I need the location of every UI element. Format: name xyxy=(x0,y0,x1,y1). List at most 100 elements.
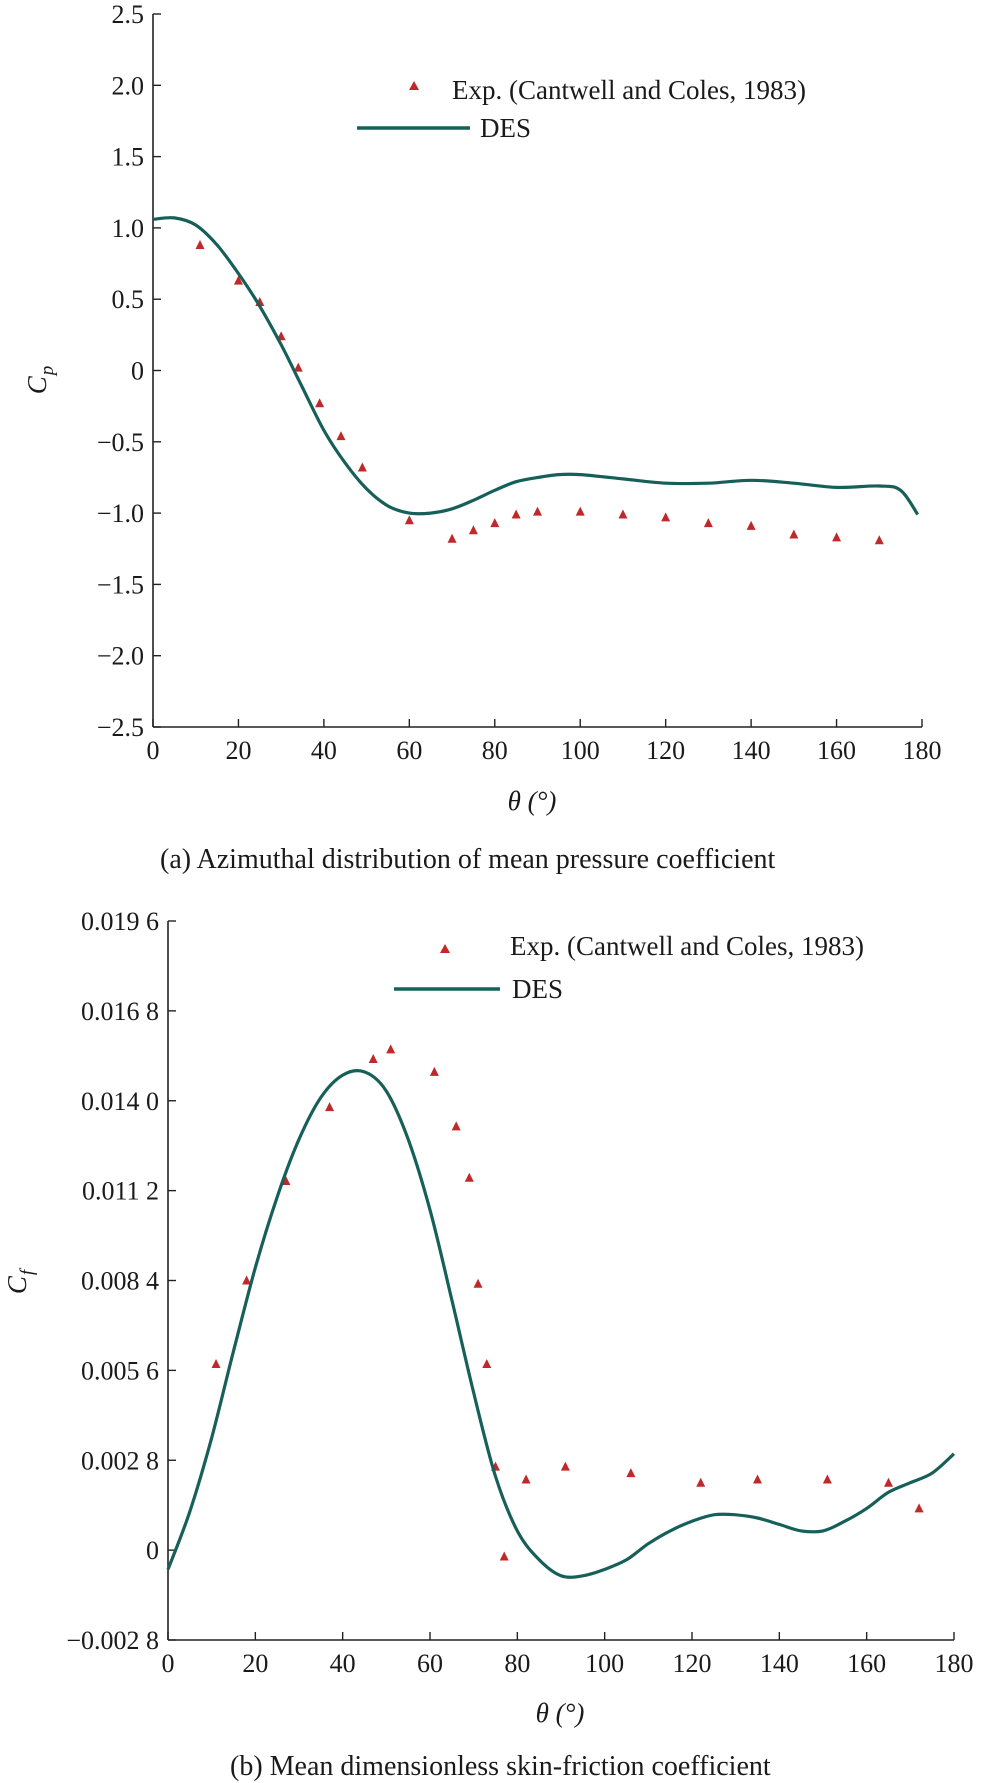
y-tick-label: 0.008 4 xyxy=(81,1267,159,1296)
panel-b-legend-exp-label: Exp. (Cantwell and Coles, 1983) xyxy=(510,931,864,961)
panel-a-exp-point xyxy=(336,431,346,441)
panel-b-legend-marker-symbol xyxy=(440,944,450,953)
x-tick-label: 40 xyxy=(330,1649,356,1678)
panel-a-caption: (a) Azimuthal distribution of mean press… xyxy=(160,844,776,875)
panel-a-exp-point xyxy=(490,518,500,528)
x-tick-label: 120 xyxy=(646,736,685,765)
x-tick-label: 100 xyxy=(585,1649,624,1678)
y-tick-label: −2.0 xyxy=(97,642,144,671)
panel-b-des-line xyxy=(166,1068,956,1579)
panel-a-exp-point xyxy=(832,532,842,542)
panel-b-exp-point xyxy=(884,1477,893,1487)
y-tick-label: 2.0 xyxy=(112,71,145,100)
y-tick-label: 0.016 8 xyxy=(81,997,159,1026)
y-tick-label: 0.005 6 xyxy=(81,1356,159,1385)
panel-b-exp-point xyxy=(626,1468,636,1478)
x-tick-label: 180 xyxy=(903,736,942,765)
panel-b-y-ticks: 0.019 6 0.016 8 0.014 0 0.011 2 0.008 4 0.005… xyxy=(66,907,176,1655)
panel-a-exp-point xyxy=(468,525,478,535)
panel-a-exp-point xyxy=(511,509,521,519)
panel-a-data-marks xyxy=(152,216,920,545)
panel-b-exp-point xyxy=(211,1358,221,1368)
y-tick-label: 0 xyxy=(131,357,144,386)
panel-b-exp-point xyxy=(482,1358,492,1368)
panel-b-caption: (b) Mean dimensionless skin-friction coe… xyxy=(230,1751,771,1782)
y-tick-label: 0.014 0 xyxy=(81,1087,159,1116)
panel-b-exp-point xyxy=(451,1121,461,1131)
panel-a-exp-point xyxy=(575,506,585,516)
panel-a-exp-point xyxy=(874,535,884,545)
y-tick-label: 0.019 6 xyxy=(81,907,159,936)
panel-a-exp-point xyxy=(233,275,243,285)
panel-a-legend-des-label: DES xyxy=(480,113,531,143)
y-tick-label: −0.002 8 xyxy=(66,1626,159,1655)
y-tick-label: 0.011 2 xyxy=(82,1177,159,1206)
panel-b-legend: Exp. (Cantwell and Coles, 1983) DES xyxy=(394,931,864,1004)
panel-a-y-label: Cp xyxy=(22,366,58,395)
panel-a-y-ticks: 2.5 2.0 1.5 1.0 0.5 0 −0.5 −1.0 −1.5 −2.0 −2.5 xyxy=(97,0,161,742)
x-tick-label: 60 xyxy=(396,736,422,765)
panel-b-exp-point xyxy=(386,1044,396,1054)
y-tick-label: 1.5 xyxy=(112,143,145,172)
panel-a-exp-point xyxy=(533,506,542,516)
x-tick-label: 140 xyxy=(732,736,771,765)
y-tick-label: 0.002 8 xyxy=(81,1446,159,1475)
panel-a-exp-point xyxy=(447,533,457,543)
panel-a-chart: 2.5 2.0 1.5 1.0 0.5 0 −0.5 −1.0 −1.5 −2.0 −2.5 0 20… xyxy=(22,0,942,875)
x-tick-label: 100 xyxy=(561,736,600,765)
panel-b-exp-point xyxy=(429,1066,439,1076)
panel-a-legend-marker-symbol xyxy=(409,81,419,90)
x-tick-label: 20 xyxy=(225,736,251,765)
x-tick-label: 0 xyxy=(162,1649,175,1678)
y-tick-label: 0 xyxy=(146,1536,159,1565)
panel-a-exp-point xyxy=(661,512,671,522)
panel-b-x-ticks: 0 20 40 60 80 100 120 140 160 180 xyxy=(162,1632,974,1678)
panel-b-exp-point xyxy=(464,1172,474,1182)
panel-b-exp-point xyxy=(499,1551,509,1561)
x-tick-label: 60 xyxy=(417,1649,443,1678)
x-tick-label: 180 xyxy=(935,1649,974,1678)
x-tick-label: 160 xyxy=(847,1649,886,1678)
panel-b-chart: 0.019 6 0.016 8 0.014 0 0.011 2 0.008 4 0.005… xyxy=(2,907,974,1782)
panel-b-exp-point xyxy=(242,1275,252,1285)
panel-a-legend-exp-label: Exp. (Cantwell and Coles, 1983) xyxy=(452,75,806,105)
panel-a-exp-point xyxy=(315,398,325,408)
panel-b-exp-point xyxy=(560,1461,570,1471)
panel-b-axes xyxy=(167,921,954,1641)
panel-b-data-marks xyxy=(166,1044,956,1579)
y-tick-label: 1.0 xyxy=(112,214,145,243)
panel-b-exp-point xyxy=(696,1477,706,1487)
panel-a-x-ticks: 0 20 40 60 80 100 120 140 160 180 xyxy=(147,719,942,765)
panel-a-exp-point xyxy=(789,529,799,539)
x-tick-label: 40 xyxy=(311,736,337,765)
y-tick-label: −0.5 xyxy=(97,428,144,457)
y-tick-label: 0.5 xyxy=(112,285,145,314)
panel-b-exp-point xyxy=(368,1054,378,1064)
y-tick-label: −1.5 xyxy=(97,570,144,599)
panel-a-exp-point xyxy=(746,520,756,530)
panel-b-exp-point xyxy=(753,1474,762,1484)
panel-b-exp-point xyxy=(914,1503,924,1513)
x-tick-label: 140 xyxy=(760,1649,799,1678)
panel-a-exp-point xyxy=(357,462,367,472)
panel-a-axes xyxy=(152,14,922,728)
panel-b-exp-point xyxy=(822,1474,832,1484)
panel-a-legend: Exp. (Cantwell and Coles, 1983) DES xyxy=(357,75,806,143)
x-tick-label: 120 xyxy=(673,1649,712,1678)
panel-a-exp-point xyxy=(195,240,205,250)
panel-b-legend-des-label: DES xyxy=(512,974,563,1004)
panel-b-exp-point xyxy=(521,1474,531,1484)
x-tick-label: 160 xyxy=(817,736,856,765)
panel-a-exp-point xyxy=(293,362,303,372)
panel-b-exp-point xyxy=(325,1102,335,1112)
panel-a-exp-point xyxy=(404,515,414,525)
panel-a-des-line xyxy=(152,216,920,516)
x-tick-label: 80 xyxy=(504,1649,530,1678)
panel-a-x-label: θ (°) xyxy=(508,786,557,816)
x-tick-label: 20 xyxy=(242,1649,268,1678)
y-tick-label: −1.0 xyxy=(97,499,144,528)
y-tick-label: 2.5 xyxy=(112,0,145,29)
panel-b-y-label: Cf xyxy=(2,1267,38,1294)
x-tick-label: 0 xyxy=(147,736,160,765)
